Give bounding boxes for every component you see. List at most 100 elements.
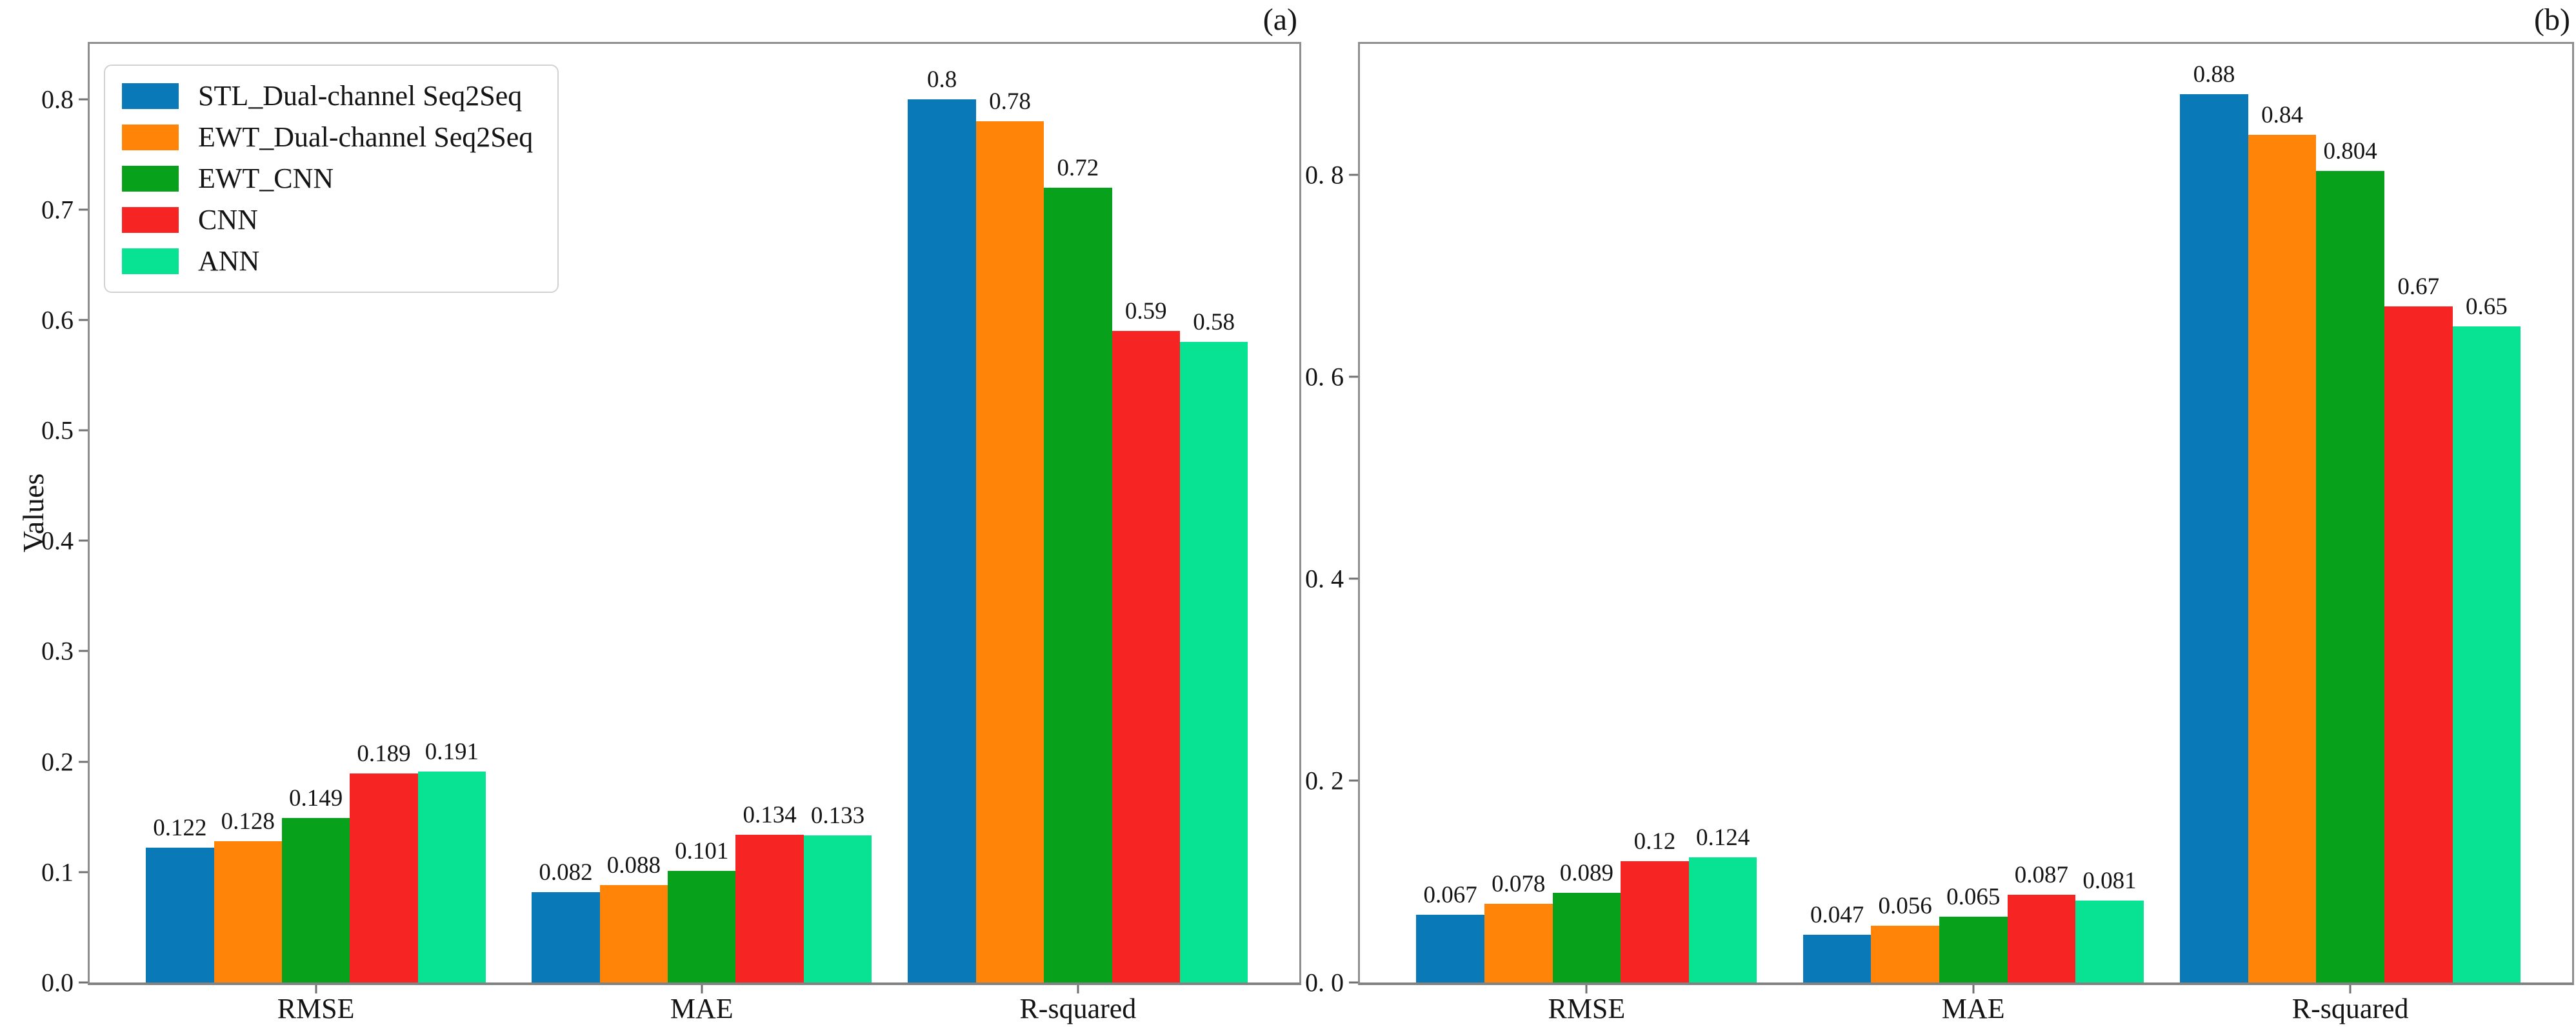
legend-item: EWT_CNN — [122, 164, 533, 194]
legend-item-label: STL_Dual-channel Seq2Seq — [198, 80, 523, 112]
bar-value-label: 0.101 — [675, 838, 729, 865]
x-category-label: R-squared — [1019, 993, 1137, 1024]
bar-value-label: 0.122 — [153, 815, 207, 842]
panel-b-tag: (b) — [2534, 3, 2570, 37]
panel-a: (a) STL_Dual-channel Seq2Seq EWT_Dual-cha… — [41, 3, 1301, 1024]
bar-value-label: 0.065 — [1946, 884, 2001, 911]
bar-value-label: 0.128 — [221, 808, 275, 835]
bar — [532, 892, 600, 982]
bar-value-label: 0.189 — [357, 741, 411, 768]
y-tick-label: 0.0 — [41, 968, 74, 997]
bar — [2316, 171, 2384, 982]
x-category-label: MAE — [670, 993, 734, 1024]
y-tick — [79, 871, 88, 873]
bar-value-label: 0.078 — [1492, 870, 1546, 897]
panel-b: (b) 0. 0 0. 2 0. 4 0. 6 0. 8 RMSE MAE R-squared… — [1305, 3, 2574, 1024]
y-tick — [79, 650, 88, 652]
bar-value-label: 0.047 — [1810, 902, 1864, 929]
bar — [599, 885, 668, 982]
bar — [1484, 903, 1553, 982]
bar-value-label: 0.59 — [1124, 298, 1167, 325]
y-tick-label: 0. 4 — [1305, 564, 1344, 593]
y-tick-label: 0. 0 — [1305, 968, 1344, 997]
bar — [214, 841, 282, 982]
x-category-label: RMSE — [277, 993, 355, 1024]
y-tick-label: 0.1 — [41, 857, 74, 887]
bar-value-label: 0.58 — [1193, 309, 1235, 336]
legend-item: EWT_Dual-channel Seq2Seq — [122, 123, 533, 152]
bar — [1621, 861, 1689, 982]
legend: STL_Dual-channel Seq2Seq EWT_Dual-channel… — [104, 65, 559, 293]
bar — [1044, 187, 1112, 982]
bar — [1552, 892, 1621, 982]
bar — [2180, 94, 2248, 982]
y-tick — [79, 761, 88, 763]
bar — [1688, 857, 1757, 982]
bar-value-label: 0.133 — [810, 803, 865, 830]
y-tick-label: 0. 8 — [1305, 160, 1344, 190]
y-tick-label: 0.5 — [41, 415, 74, 445]
bar — [2007, 894, 2076, 982]
bar — [668, 871, 736, 982]
y-tick-label: 0.7 — [41, 195, 74, 224]
panel-b-plot: 0. 0 0. 2 0. 4 0. 6 0. 8 RMSE MAE R-squared 0.06… — [1305, 42, 2574, 1024]
bar-value-label: 0.8 — [927, 66, 957, 93]
bar — [1939, 917, 2008, 982]
y-tick — [1349, 577, 1358, 580]
bar-value-label: 0.65 — [2465, 294, 2508, 321]
legend-color-swatch — [122, 83, 179, 109]
x-tick — [1077, 985, 1079, 993]
bar-value-label: 0.149 — [289, 784, 343, 812]
legend-item-label: ANN — [198, 245, 260, 277]
y-tick — [79, 539, 88, 542]
bar-value-label: 0.067 — [1423, 882, 1477, 909]
x-category-label: RMSE — [1548, 993, 1626, 1024]
bar-value-label: 0.72 — [1057, 154, 1099, 181]
bar-value-label: 0.134 — [743, 801, 797, 828]
y-tick — [1349, 779, 1358, 782]
y-tick-label: 0. 2 — [1305, 766, 1344, 795]
bar — [417, 772, 486, 982]
bar — [146, 848, 214, 982]
panel-a-plot: STL_Dual-channel Seq2Seq EWT_Dual-channel… — [41, 42, 1301, 1024]
legend-color-swatch — [122, 125, 179, 150]
bar — [908, 99, 976, 982]
bar-value-label: 0.088 — [606, 852, 661, 879]
bar-value-label: 0.12 — [1633, 828, 1676, 855]
y-tick — [1349, 981, 1358, 984]
legend-item-label: EWT_Dual-channel Seq2Seq — [198, 121, 534, 153]
bar-value-label: 0.124 — [1695, 824, 1750, 852]
bar-value-label: 0.88 — [2193, 61, 2235, 88]
y-tick — [79, 429, 88, 432]
legend-color-swatch — [122, 248, 179, 274]
x-category-label: MAE — [1941, 993, 2005, 1024]
bar — [1416, 915, 1484, 982]
y-tick — [1349, 174, 1358, 176]
legend-item-label: CNN — [198, 204, 258, 235]
bar — [975, 121, 1044, 982]
bar-value-label: 0.087 — [2014, 861, 2068, 888]
bar — [2384, 306, 2453, 982]
legend-item-label: EWT_CNN — [198, 163, 334, 194]
bar-value-label: 0.056 — [1878, 893, 1932, 920]
x-tick — [2349, 985, 2351, 993]
bar — [1179, 342, 1248, 982]
y-tick-label: 0.2 — [41, 747, 74, 777]
bar-value-label: 0.081 — [2082, 868, 2137, 895]
x-tick — [1972, 985, 1975, 993]
y-tick-label: 0.3 — [41, 636, 74, 666]
y-tick-label: 0.4 — [41, 526, 74, 555]
bar-value-label: 0.089 — [1559, 859, 1613, 886]
x-tick — [701, 985, 703, 993]
y-tick — [79, 98, 88, 101]
bar — [1871, 926, 1939, 982]
panel-a-tag: (a) — [1263, 3, 1297, 37]
legend-color-swatch — [122, 207, 179, 233]
x-category-label: R-squared — [2291, 993, 2409, 1024]
y-tick — [79, 319, 88, 321]
bar — [2248, 134, 2317, 982]
bar — [281, 817, 350, 982]
y-tick-label: 0.6 — [41, 305, 74, 335]
y-tick-label: 0. 6 — [1305, 362, 1344, 392]
